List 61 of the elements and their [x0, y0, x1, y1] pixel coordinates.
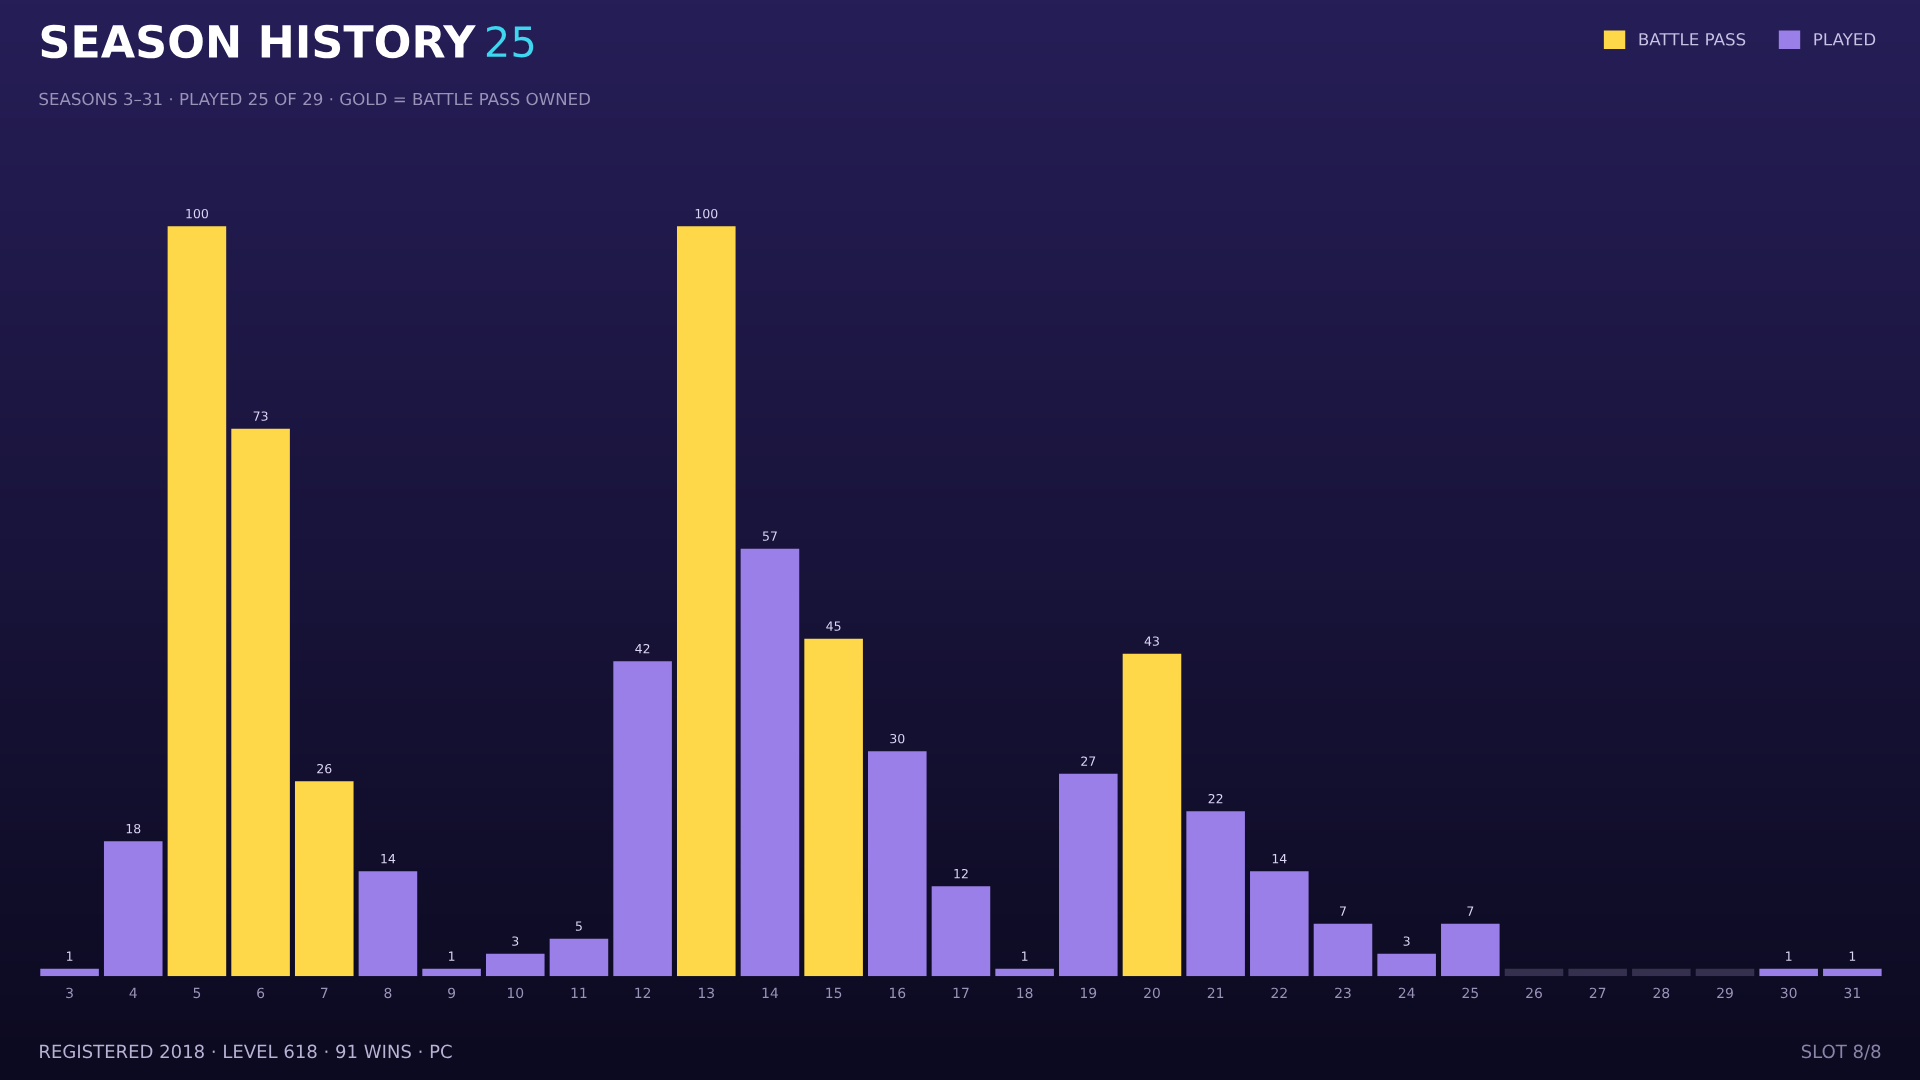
- x-tick-label: 28: [1653, 987, 1670, 999]
- x-tick-label: 30: [1780, 987, 1797, 999]
- x-tick-label: 20: [1144, 987, 1160, 999]
- data-label: 42: [635, 643, 650, 654]
- text: SLOT 8/8: [1801, 1044, 1881, 1060]
- data-label: 73: [253, 411, 268, 421]
- x-tick-label: 7: [320, 987, 328, 998]
- data-label: 22: [1208, 793, 1223, 804]
- data-label: 1: [66, 951, 73, 961]
- x-tick-label: 31: [1844, 987, 1860, 999]
- x-tick-label: 23: [1335, 987, 1351, 999]
- x-tick-label: 12: [635, 987, 651, 998]
- x-tick-label: 4: [129, 987, 137, 998]
- data-label: 1: [1022, 951, 1028, 961]
- x-tick-label: 26: [1526, 987, 1542, 999]
- x-tick-label: 18: [1017, 987, 1033, 999]
- x-tick-label: 25: [1462, 987, 1478, 999]
- data-label: 1: [1849, 951, 1856, 961]
- x-tick-label: 5: [193, 987, 201, 999]
- data-label: 12: [954, 868, 968, 879]
- data-label: 14: [1272, 854, 1287, 864]
- data-label: 7: [1340, 906, 1346, 916]
- data-label: 30: [890, 733, 905, 744]
- x-tick-label: 10: [507, 987, 524, 999]
- data-label: 100: [186, 208, 209, 219]
- x-tick-label: 13: [698, 987, 714, 999]
- x-tick-label: 24: [1398, 987, 1415, 998]
- x-tick-label: 21: [1207, 987, 1224, 998]
- x-tick-label: 14: [762, 987, 779, 998]
- data-label: 5: [575, 921, 582, 931]
- x-tick-label: 22: [1271, 987, 1287, 998]
- x-tick-label: 29: [1717, 987, 1733, 999]
- data-label: 1: [1786, 951, 1792, 961]
- data-label: 7: [1467, 906, 1474, 916]
- x-tick-label: 8: [384, 987, 392, 999]
- x-tick-label: 11: [571, 987, 587, 998]
- data-label: 45: [826, 621, 841, 631]
- chart-title: SEASON HISTORY: [41, 24, 476, 59]
- data-label: 18: [126, 823, 141, 834]
- data-label: 57: [762, 531, 777, 541]
- data-label: 27: [1081, 756, 1096, 766]
- data-label: 3: [1403, 936, 1410, 946]
- legend-label: PLAYED: [1814, 33, 1876, 46]
- x-tick-label: 16: [889, 987, 906, 999]
- x-tick-label: 27: [1589, 987, 1606, 998]
- data-label: 14: [381, 854, 396, 864]
- x-tick-label: 3: [66, 987, 73, 999]
- text: REGISTERED 2018 · LEVEL 618 · 91 WINS · PC: [40, 1044, 452, 1059]
- data-label: 43: [1144, 636, 1159, 646]
- text: 25: [486, 25, 534, 58]
- data-label: 3: [512, 936, 519, 946]
- x-tick-label: 9: [448, 987, 456, 999]
- x-tick-label: 15: [826, 987, 842, 999]
- x-tick-label: 6: [257, 987, 265, 999]
- x-tick-label: 17: [953, 987, 969, 998]
- legend-label: BATTLE PASS: [1639, 33, 1746, 46]
- x-tick-label: 19: [1080, 987, 1097, 999]
- data-label: 1: [449, 951, 455, 961]
- data-label: 26: [317, 763, 332, 774]
- data-label: 100: [695, 208, 718, 219]
- chart-subtitle: SEASONS 3–31 · PLAYED 25 OF 29 · GOLD = BATTLE PASS OWNED: [39, 92, 590, 106]
